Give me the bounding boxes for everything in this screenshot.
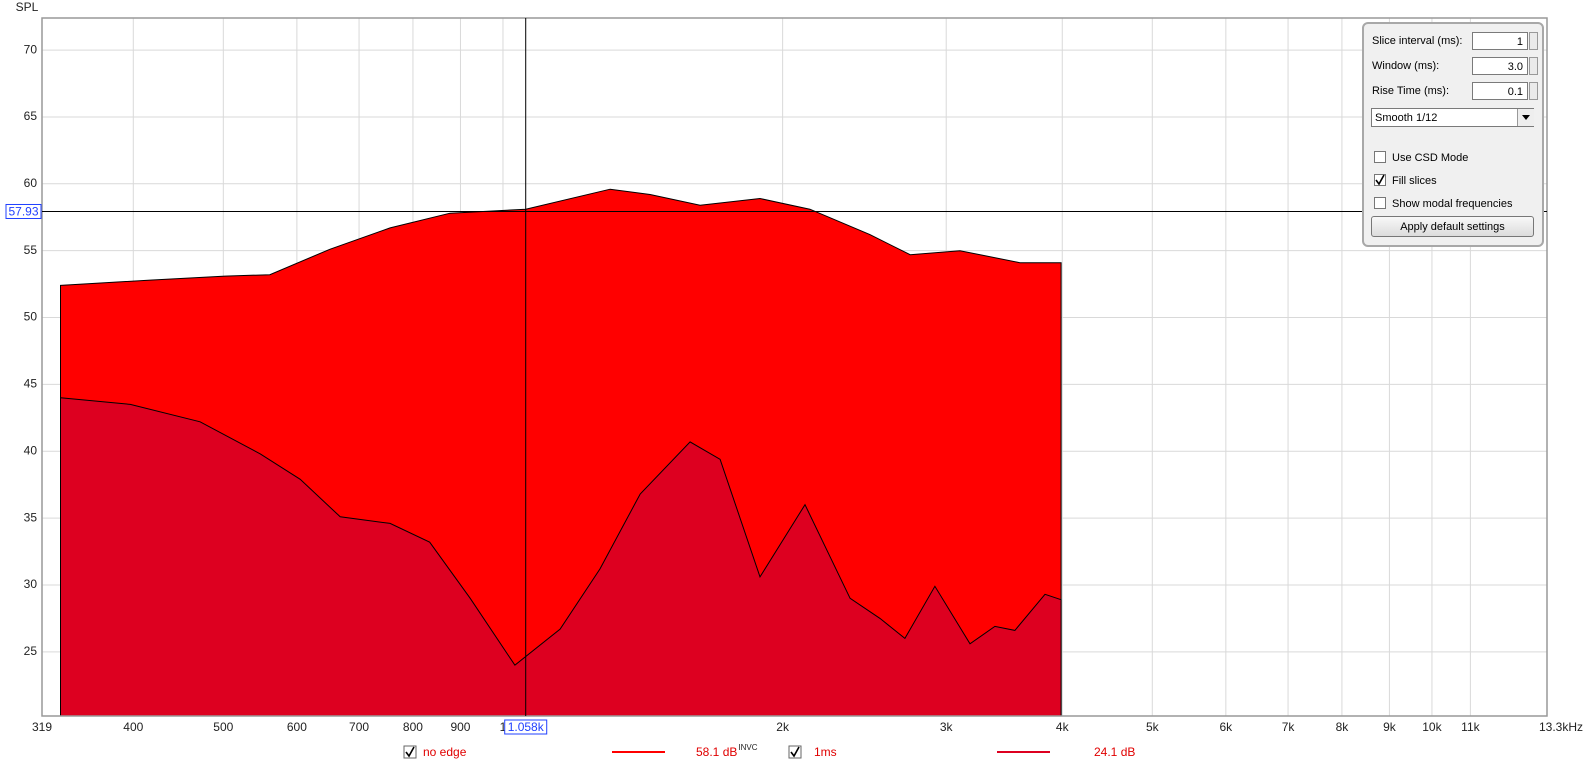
x-tick-label: 400 [123, 720, 143, 734]
checkbox-label: Fill slices [1392, 175, 1437, 187]
y-tick-label: 40 [24, 443, 38, 457]
y-tick-label: 70 [24, 42, 38, 56]
cursor-x-label: 1.058k [508, 720, 545, 734]
x-tick-label: 4k [1056, 720, 1070, 734]
plot-frame [41, 17, 1548, 717]
x-tick-label: 7k [1282, 720, 1296, 734]
y-axis-label: SPL [16, 0, 39, 14]
x-tick-label: 2k [776, 720, 790, 734]
x-tick-label: 9k [1383, 720, 1397, 734]
legend-label: 1ms [814, 745, 837, 759]
x-tick-label: 13.3kHz [1539, 720, 1583, 734]
legend-label: no edge [423, 745, 467, 759]
x-tick-label: 800 [403, 720, 423, 734]
y-tick-label: 45 [24, 377, 38, 391]
y-tick-label: 50 [24, 310, 38, 324]
x-tick-label: 500 [213, 720, 233, 734]
button[interactable]: Apply default settings [1371, 216, 1534, 237]
y-tick-label: 35 [24, 510, 38, 524]
x-tick-label: 5k [1146, 720, 1160, 734]
legend-readout: 58.1 dB [696, 745, 737, 759]
x-tick-label: 6k [1220, 720, 1234, 734]
x-tick-label: 8k [1336, 720, 1350, 734]
check-mark [1375, 174, 1385, 186]
x-tick-label: 1 [500, 720, 507, 734]
spinner[interactable] [1529, 57, 1538, 75]
spinner[interactable] [1529, 82, 1538, 100]
y-tick-label: 30 [24, 577, 38, 591]
y-tick-label: 65 [24, 109, 38, 123]
field-label: Rise Time (ms): [1372, 85, 1449, 97]
checkbox[interactable] [1374, 174, 1386, 186]
x-tick-label: 700 [349, 720, 369, 734]
controls-panel: Slice interval (ms): 1 Window (ms): 3.0 Rise… [1362, 22, 1544, 247]
check-mark [405, 746, 415, 758]
legend-readout-sup: INVC [738, 743, 757, 752]
field-input[interactable]: 0.1 [1472, 82, 1528, 100]
area [60, 397, 1062, 717]
x-tick-label: 11k [1461, 720, 1480, 734]
x-tick-label: 900 [450, 720, 470, 734]
checkbox[interactable] [1374, 197, 1386, 209]
x-tick-label: 10k [1422, 720, 1442, 734]
cursor-x-box [504, 719, 548, 735]
x-tick-label: 319 [32, 720, 52, 734]
x-tick-label: 3k [940, 720, 954, 734]
checkbox-label: Use CSD Mode [1392, 152, 1469, 164]
field-input[interactable]: 3.0 [1472, 57, 1528, 75]
cursor-y-label: 57.93 [8, 205, 38, 219]
checkbox-label: Show modal frequencies [1392, 198, 1513, 210]
x-tick-label: 600 [287, 720, 307, 734]
y-tick-label: 25 [24, 644, 38, 658]
check-mark [790, 746, 800, 758]
field-input[interactable]: 1 [1472, 32, 1528, 50]
arrow-icon [1522, 115, 1530, 120]
y-tick-label: 60 [24, 176, 38, 190]
y-tick-label: 55 [24, 243, 38, 257]
legend-readout: 24.1 dB [1094, 745, 1135, 759]
dropdown-arrow [1517, 109, 1534, 126]
field-label: Window (ms): [1372, 60, 1440, 72]
field-label: Slice interval (ms): [1372, 35, 1463, 47]
dropdown[interactable]: Smooth 1/12 [1371, 108, 1534, 127]
checkbox[interactable] [1374, 151, 1386, 163]
spinner[interactable] [1529, 32, 1538, 50]
cursor-y-box [5, 203, 42, 219]
